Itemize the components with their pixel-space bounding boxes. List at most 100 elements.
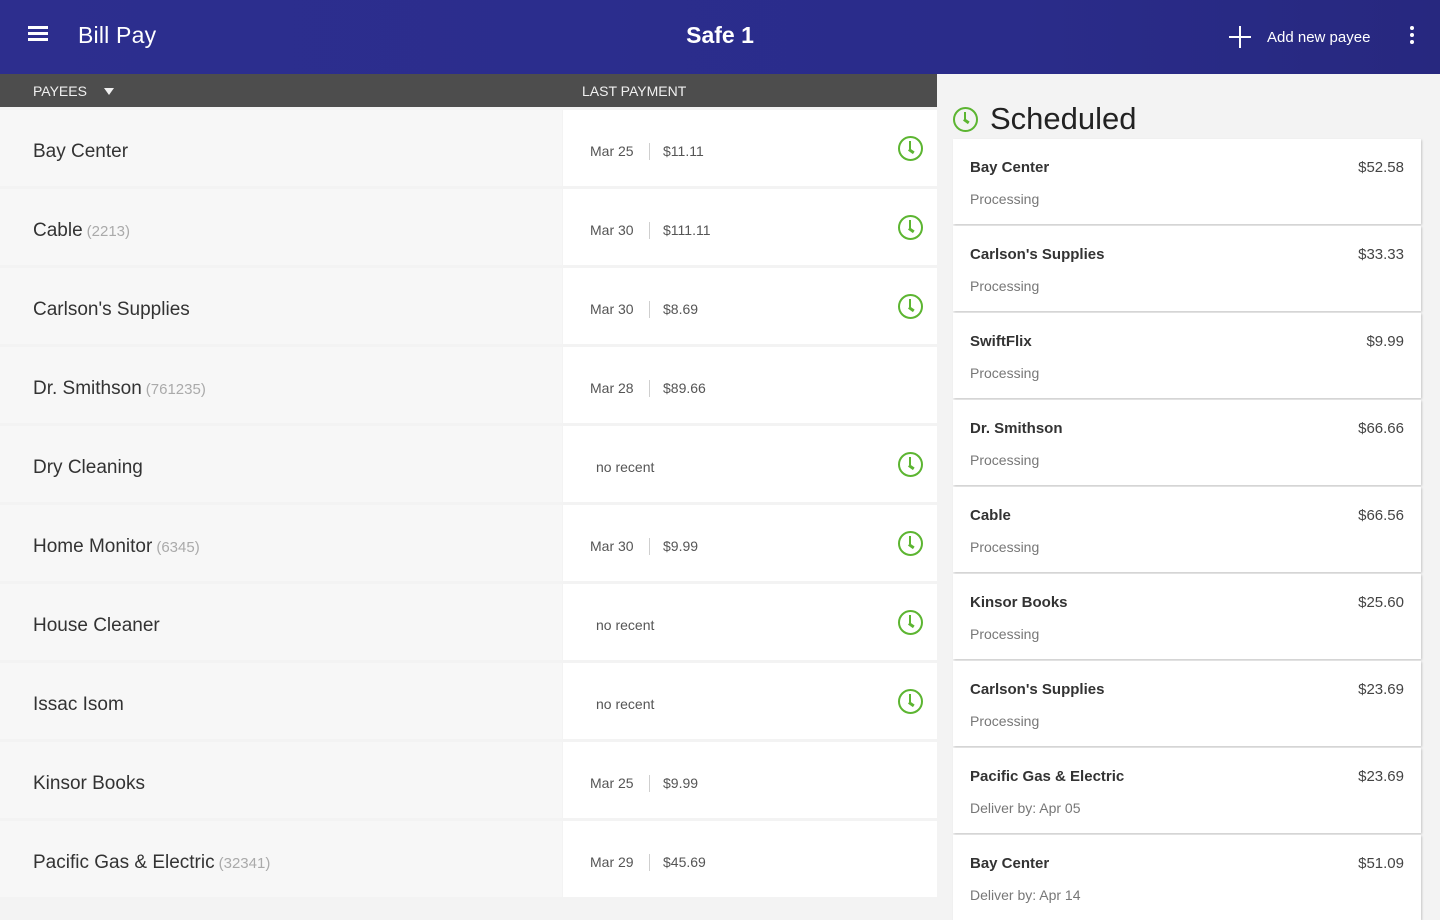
last-payment-amount: $8.69	[663, 301, 699, 317]
payee-row[interactable]: Bay Center Mar 25 $11.11	[0, 107, 937, 186]
scheduled-status: Processing	[970, 713, 1040, 729]
divider	[649, 854, 650, 871]
last-payment-date: Mar 29	[590, 854, 634, 870]
scheduled-payee-name: Kinsor Books	[970, 594, 1068, 611]
last-payment-cell: Mar 30 $111.11	[563, 189, 937, 265]
scheduled-heading: Scheduled	[953, 101, 1137, 137]
scheduled-status: Processing	[970, 539, 1040, 555]
payee-row[interactable]: Home Monitor (6345) Mar 30 $9.99	[0, 502, 937, 581]
payee-row[interactable]: House Cleaner no recent	[0, 581, 937, 660]
payee-list: Bay Center Mar 25 $11.11 Cable (2213) Mar 30 $…	[0, 107, 937, 900]
last-payment-cell: Mar 29 $45.69	[563, 821, 937, 897]
payee-cell[interactable]: Dry Cleaning	[0, 426, 562, 502]
schedule-clock-icon[interactable]	[898, 531, 923, 556]
last-payment-date: Mar 25	[590, 775, 634, 791]
last-payment-date: Mar 30	[590, 222, 634, 238]
last-payment-cell: Mar 25 $9.99	[563, 742, 937, 818]
scheduled-status: Processing	[970, 452, 1040, 468]
payee-name: House Cleaner	[33, 615, 160, 637]
scheduled-payment-card[interactable]: Pacific Gas & Electric $23.69 Deliver by: …	[953, 748, 1421, 833]
scheduled-payment-card[interactable]: Carlson's Supplies $23.69 Processing	[953, 661, 1421, 746]
scheduled-payee-name: Pacific Gas & Electric	[970, 768, 1125, 785]
schedule-clock-icon[interactable]	[898, 136, 923, 161]
divider	[649, 301, 650, 318]
payee-cell[interactable]: Kinsor Books	[0, 742, 562, 818]
payee-row[interactable]: Issac Isom no recent	[0, 660, 937, 739]
account-title[interactable]: Safe 1	[686, 22, 754, 48]
payee-row[interactable]: Pacific Gas & Electric (32341) Mar 29 $45.6…	[0, 818, 937, 897]
payee-cell[interactable]: Home Monitor (6345)	[0, 505, 562, 581]
more-vertical-icon[interactable]	[1405, 26, 1419, 48]
payee-row[interactable]: Cable (2213) Mar 30 $111.11	[0, 186, 937, 265]
payee-cell[interactable]: Cable (2213)	[0, 189, 562, 265]
scheduled-payment-card[interactable]: SwiftFlix $9.99 Processing	[953, 313, 1421, 398]
last-payment-cell: Mar 25 $11.11	[563, 110, 937, 186]
no-recent-text: no recent	[596, 617, 655, 633]
last-payment-amount: $45.69	[663, 854, 706, 870]
scheduled-amount: $23.69	[1358, 681, 1404, 698]
scheduled-status: Processing	[970, 626, 1040, 642]
last-payment-amount: $9.99	[663, 538, 699, 554]
schedule-clock-icon[interactable]	[898, 610, 923, 635]
scheduled-status: Processing	[970, 191, 1040, 207]
schedule-clock-icon[interactable]	[898, 452, 923, 477]
last-payment-column-label: LAST PAYMENT	[582, 83, 687, 99]
last-payment-amount: $111.11	[663, 222, 711, 238]
payee-row[interactable]: Dr. Smithson (761235) Mar 28 $89.66	[0, 344, 937, 423]
payee-name-text: Issac Isom	[33, 694, 124, 715]
scheduled-payee-name: Bay Center	[970, 159, 1050, 176]
payee-name-text: Bay Center	[33, 141, 129, 162]
payee-name: Issac Isom	[33, 694, 124, 716]
no-recent-text: no recent	[596, 459, 655, 475]
payees-sort-dropdown[interactable]: PAYEES	[33, 83, 114, 99]
scheduled-panel: Scheduled Bay Center $52.58 Processing Carl…	[937, 74, 1440, 920]
add-new-payee-button[interactable]: Add new payee	[1228, 24, 1370, 50]
list-header: PAYEES LAST PAYMENT	[0, 74, 937, 107]
payee-cell[interactable]: Issac Isom	[0, 663, 562, 739]
payee-cell[interactable]: Carlson's Supplies	[0, 268, 562, 344]
divider	[649, 380, 650, 397]
scheduled-amount: $52.58	[1358, 159, 1404, 176]
payee-name-text: Home Monitor	[33, 536, 153, 557]
scheduled-payee-name: Bay Center	[970, 855, 1050, 872]
payee-cell[interactable]: Bay Center	[0, 110, 562, 186]
scheduled-payment-card[interactable]: Bay Center $51.09 Deliver by: Apr 14	[953, 835, 1421, 920]
scheduled-payment-card[interactable]: Kinsor Books $25.60 Processing	[953, 574, 1421, 659]
hamburger-menu-icon[interactable]	[28, 24, 54, 50]
payee-cell[interactable]: Pacific Gas & Electric (32341)	[0, 821, 562, 897]
payee-name: Kinsor Books	[33, 773, 145, 795]
payee-name: Dr. Smithson (761235)	[33, 378, 206, 400]
payee-name: Cable (2213)	[33, 220, 130, 242]
scheduled-payee-name: Cable	[970, 507, 1011, 524]
payee-name-text: Kinsor Books	[33, 773, 145, 794]
scheduled-payment-card[interactable]: Cable $66.56 Processing	[953, 487, 1421, 572]
payee-name-text: Dr. Smithson	[33, 378, 142, 399]
last-payment-date: Mar 30	[590, 301, 634, 317]
payee-cell[interactable]: House Cleaner	[0, 584, 562, 660]
scheduled-amount: $51.09	[1358, 855, 1404, 872]
payee-cell[interactable]: Dr. Smithson (761235)	[0, 347, 562, 423]
payee-account-number: (761235)	[145, 381, 206, 398]
scheduled-payee-name: Carlson's Supplies	[970, 246, 1105, 263]
schedule-clock-icon[interactable]	[898, 689, 923, 714]
payee-name: Dry Cleaning	[33, 457, 143, 479]
scheduled-payment-card[interactable]: Bay Center $52.58 Processing	[953, 139, 1421, 224]
app-bar: Bill Pay Safe 1 Add new payee	[0, 0, 1440, 74]
schedule-clock-icon[interactable]	[898, 294, 923, 319]
scheduled-title: Scheduled	[990, 101, 1137, 136]
payee-name-text: Carlson's Supplies	[33, 299, 190, 320]
scheduled-payment-card[interactable]: Dr. Smithson $66.66 Processing	[953, 400, 1421, 485]
scheduled-status: Processing	[970, 365, 1040, 381]
scheduled-status: Processing	[970, 278, 1040, 294]
divider	[649, 775, 650, 792]
payee-row[interactable]: Dry Cleaning no recent	[0, 423, 937, 502]
payee-name-text: Cable	[33, 220, 83, 241]
add-new-payee-label: Add new payee	[1267, 28, 1371, 46]
schedule-clock-icon[interactable]	[898, 215, 923, 240]
scheduled-amount: $25.60	[1358, 594, 1404, 611]
scheduled-payee-name: Carlson's Supplies	[970, 681, 1105, 698]
app-title: Bill Pay	[78, 22, 157, 48]
payee-row[interactable]: Carlson's Supplies Mar 30 $8.69	[0, 265, 937, 344]
scheduled-payment-card[interactable]: Carlson's Supplies $33.33 Processing	[953, 226, 1421, 311]
payee-row[interactable]: Kinsor Books Mar 25 $9.99	[0, 739, 937, 818]
